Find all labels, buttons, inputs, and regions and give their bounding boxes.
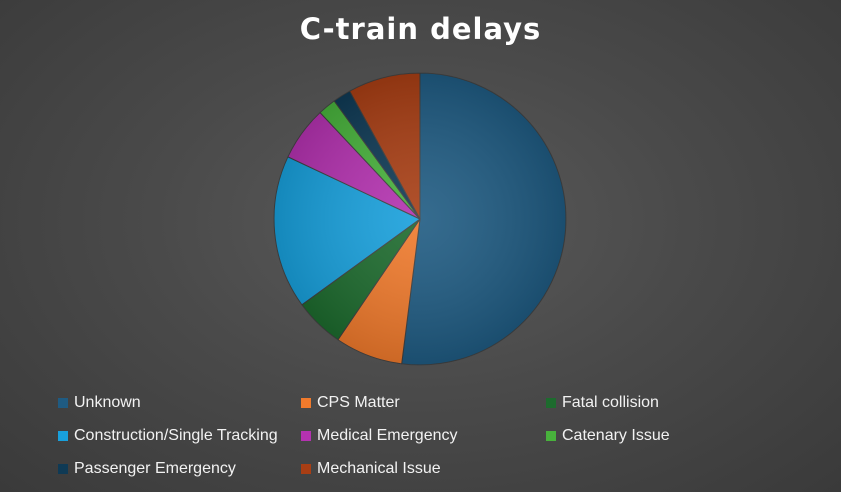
legend-item: Mechanical Issue [301, 458, 546, 480]
pie-chart [273, 72, 567, 366]
legend-label: Construction/Single Tracking [74, 427, 278, 444]
legend-label: CPS Matter [317, 394, 400, 411]
legend-swatch [58, 431, 68, 441]
legend-swatch [546, 398, 556, 408]
legend-item: Passenger Emergency [58, 458, 301, 480]
legend-label: Catenary Issue [562, 427, 670, 444]
legend-swatch [58, 398, 68, 408]
legend-swatch [58, 464, 68, 474]
legend-label: Medical Emergency [317, 427, 458, 444]
legend-item: CPS Matter [301, 392, 546, 414]
chart-title: C-train delays [299, 12, 542, 46]
legend-label: Fatal collision [562, 394, 659, 411]
legend-item: Fatal collision [546, 392, 778, 414]
legend-item: Medical Emergency [301, 425, 546, 447]
legend-item: Construction/Single Tracking [58, 425, 301, 447]
legend-swatch [301, 398, 311, 408]
legend-swatch [301, 431, 311, 441]
legend-item: Unknown [58, 392, 301, 414]
legend-label: Unknown [74, 394, 141, 411]
legend: Unknown CPS Matter Fatal collision Construc… [58, 392, 778, 480]
pie-slice-unknown [401, 72, 567, 366]
legend-label: Mechanical Issue [317, 460, 441, 477]
legend-swatch [301, 464, 311, 474]
legend-item: Catenary Issue [546, 425, 778, 447]
legend-swatch [546, 431, 556, 441]
legend-label: Passenger Emergency [74, 460, 236, 477]
